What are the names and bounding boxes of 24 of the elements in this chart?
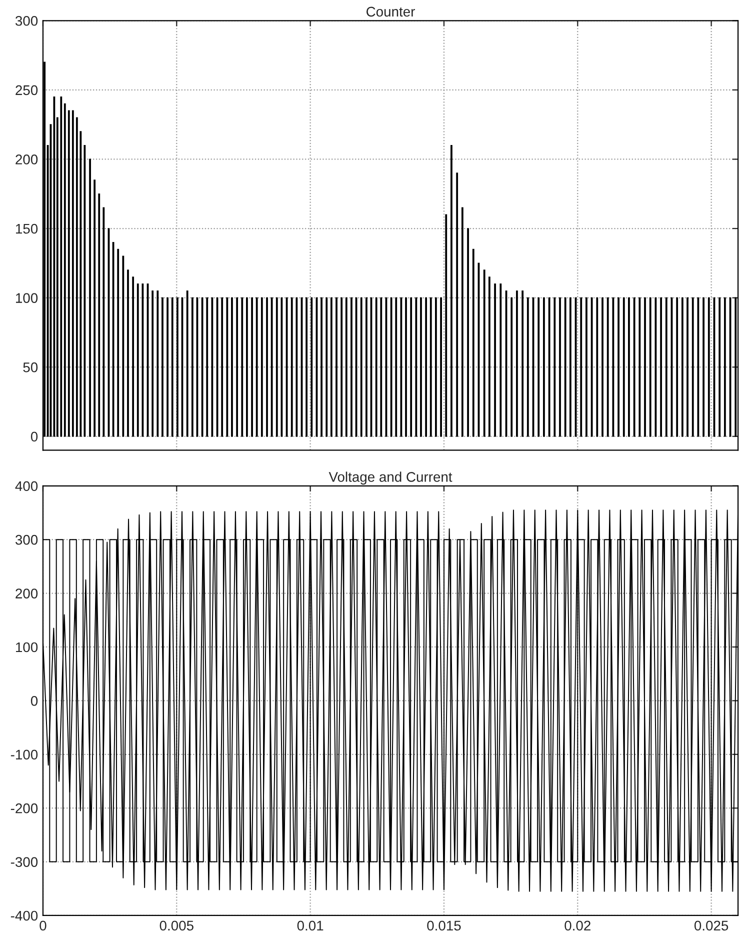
y-tick-label: 50 [23,362,38,372]
x-tick-label: 0.005 [160,920,194,931]
y-tick-label: -100 [10,750,38,760]
y-tick-label: 100 [16,642,38,652]
y-tick-label: 200 [16,588,38,598]
y-tick-label: 150 [16,224,38,234]
x-tick-label: 0.01 [297,920,324,931]
x-tick-label: 0.02 [564,920,590,931]
x-tick-label: 0 [40,920,46,931]
y-tick-label: 250 [16,85,38,96]
y-tick-label: -200 [10,803,38,814]
y-tick-label: -300 [10,857,38,867]
x-tick-label: 0.025 [694,920,728,931]
y-tick-label: 300 [15,16,38,26]
chart-title: Voltage and Current [328,472,452,485]
y-tick-label: 200 [16,154,38,164]
y-tick-label: 400 [15,481,38,492]
x-tick-label: 0.015 [427,920,461,931]
y-tick-label: 0 [30,696,38,706]
y-tick-label: 0 [30,432,38,442]
chart-title: Counter [366,6,415,17]
y-tick-label: 300 [15,534,38,545]
y-tick-label: -400 [10,910,38,921]
y-tick-label: 100 [16,293,38,303]
